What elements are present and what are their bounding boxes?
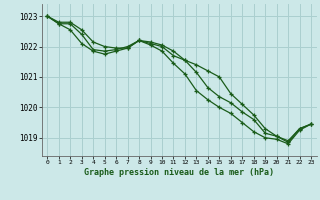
X-axis label: Graphe pression niveau de la mer (hPa): Graphe pression niveau de la mer (hPa) [84, 168, 274, 177]
